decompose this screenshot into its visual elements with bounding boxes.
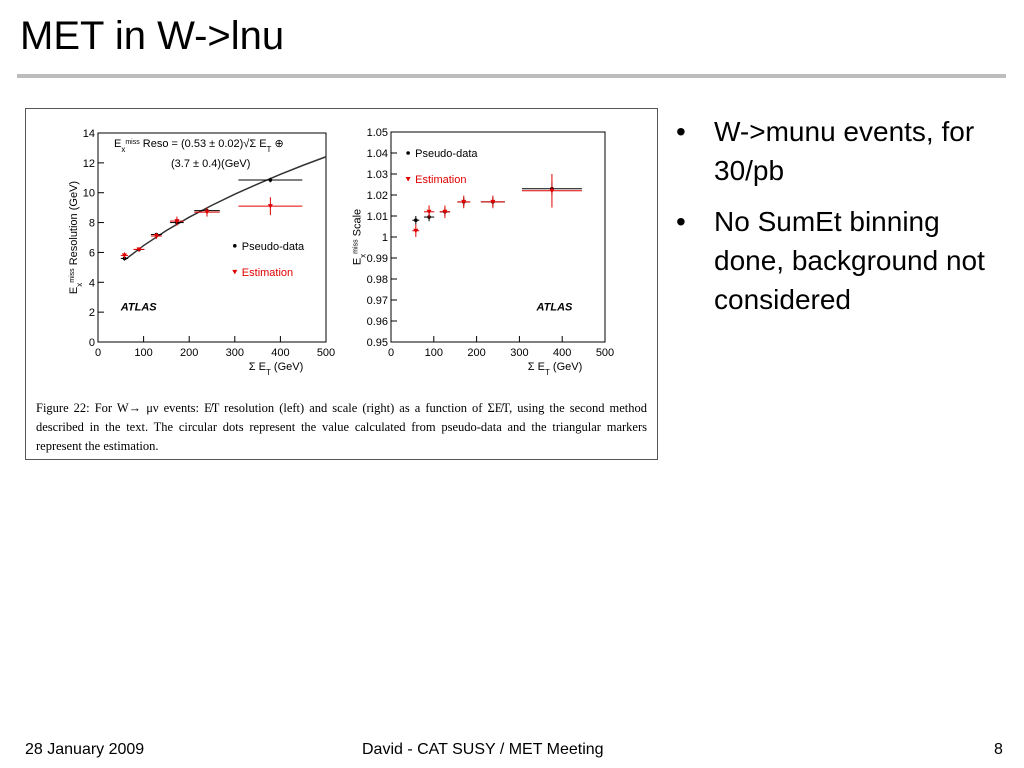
y-tick-label: 1.04 [367,148,388,160]
label-part: T [266,368,271,377]
data-point [549,188,555,194]
y-tick-label: 1.03 [367,169,388,181]
data-point [268,178,273,182]
y-tick-label: 0.97 [367,295,388,307]
plot-frame [390,131,606,343]
label-part: E [352,258,364,265]
legend-label: Estimation [415,174,466,186]
data-point [442,209,448,215]
x-tick-label: 300 [510,347,528,359]
x-tick-label: 100 [134,347,152,359]
data-point [204,210,210,215]
label-part: T [545,368,550,377]
y-tick-label: 0.95 [367,337,388,349]
legend-marker [232,269,238,275]
x-tick-label: 200 [467,347,485,359]
bullet: W->munu events, for 30/pb [676,112,1006,190]
data-point [490,199,496,205]
x-tick-label: 300 [226,347,244,359]
y-tick-label: 10 [83,188,95,200]
data-point [461,199,467,205]
data-point [174,219,180,224]
experiment-label: ATLAS [536,302,574,314]
legend-marker [406,151,410,155]
label-part: miss [125,139,140,146]
x-tick-label: 400 [553,347,571,359]
legend-label: Pseudo-data [242,241,305,253]
data-point [121,253,127,258]
y-axis-label: Exmiss Resolution (GeV) [68,181,84,294]
x-tick-label: 200 [180,347,198,359]
x-tick-label: 500 [317,347,335,359]
x-tick-label: 400 [271,347,289,359]
figure: 0 100 200 300 400 500 0 2 4 6 8 10 12 14 Σ ET (GeV) Exm… [25,108,658,460]
data-point [414,218,418,222]
label-part: Σ E [249,361,266,373]
page-number: 8 [994,741,1003,758]
x-tick-label: 0 [388,347,394,359]
y-tick-label: 2 [89,307,95,319]
plot-frame [97,132,327,343]
y-tick-label: 12 [83,158,95,170]
y-tick-label: 8 [89,218,95,230]
data-point [136,247,142,252]
data-point [413,228,419,234]
y-tick-label: 0.96 [367,316,388,328]
label-part: Σ E [528,361,545,373]
title-rule [17,74,1006,78]
data-point [153,234,159,239]
y-tick-label: 1 [382,232,388,244]
x-tick-label: 100 [425,347,443,359]
x-axis-label: Σ ET (GeV) [249,361,304,377]
y-tick-label: 1.05 [367,127,388,139]
label-part: Resolution (GeV) [68,181,80,268]
x-axis-label: Σ ET (GeV) [528,361,583,377]
y-tick-label: 6 [89,247,95,259]
x-tick-label: 0 [95,347,101,359]
legend-label: Estimation [242,267,293,279]
label-part: miss [68,268,75,283]
legend-marker [233,244,237,248]
y-axis-label: Exmiss Scale [352,209,368,265]
y-tick-label: 4 [89,277,95,289]
footer-center: David - CAT SUSY / MET Meeting [362,741,604,758]
label-part: (GeV) [271,361,303,373]
label-part: E [68,287,80,294]
label-part: miss [352,239,359,254]
label-part: Reso = (0.53 ± 0.02)√Σ E [140,138,267,150]
experiment-label: ATLAS [120,302,158,314]
y-tick-label: 1.01 [367,211,388,223]
fit-annotation: (3.7 ± 0.4)(GeV) [171,158,250,170]
data-point [426,209,432,215]
data-point [267,204,273,209]
legend-label: Pseudo-data [415,148,478,160]
label-part: x [121,145,125,154]
label-part: x [358,254,367,258]
label-part: (GeV) [550,361,582,373]
figure-caption: Figure 22: For W→ μν events: E̸T resolut… [36,401,647,453]
label-part: E [114,138,121,150]
label-part: T [267,145,272,154]
legend-marker [405,177,411,182]
slide-title: MET in W->lnu [20,14,285,58]
y-tick-label: 0 [89,337,95,349]
fit-curve [124,156,327,261]
label-part: Scale [352,209,364,240]
bullet: No SumEt binning done, background not co… [676,202,1006,319]
label-part: ⊕ [271,138,283,150]
label-part: x [74,283,83,287]
fit-annotation: Exmiss Reso = (0.53 ± 0.02)√Σ ET ⊕ [114,138,284,154]
x-tick-label: 500 [596,347,614,359]
y-tick-label: 1.02 [367,190,388,202]
footer-date: 28 January 2009 [25,741,145,758]
bullet-list: W->munu events, for 30/pb No SumEt binni… [676,112,1006,331]
label-part: (3.7 ± 0.4)(GeV) [171,158,250,170]
y-tick-label: 0.99 [367,253,388,265]
y-tick-label: 0.98 [367,274,388,286]
y-tick-label: 14 [83,128,95,140]
